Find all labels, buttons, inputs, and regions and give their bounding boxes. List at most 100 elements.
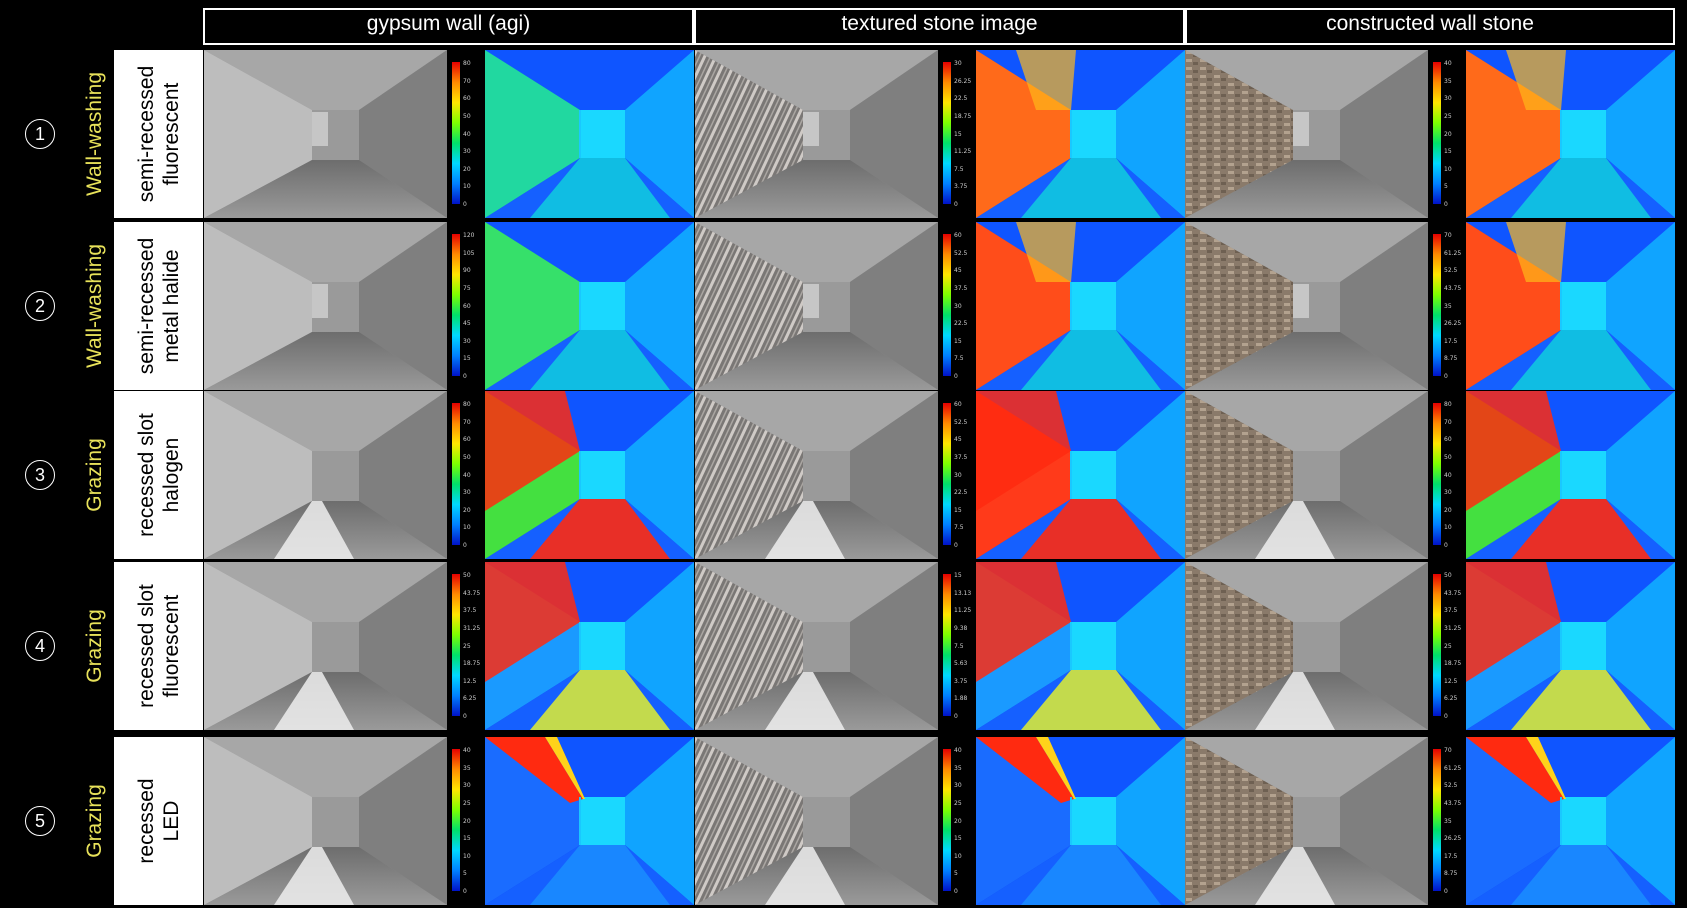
scale-tick-label: 45 [954, 267, 962, 275]
scale-tick-label: 35 [463, 764, 471, 772]
color-scale-gradient [452, 62, 460, 204]
scale-tick-label: 0 [1444, 542, 1448, 549]
scale-tick-label: 15 [954, 506, 962, 514]
scale-tick-label: 10 [1444, 165, 1452, 173]
scale-tick-label: 7.5 [954, 642, 964, 650]
scale-tick-label: 31.25 [1444, 624, 1462, 632]
color-scale-gradient [943, 749, 951, 891]
column-header-label: constructed wall stone [1326, 12, 1534, 35]
column-header-textured-stone: textured stone image [694, 8, 1185, 45]
scale-tick-label: 15 [954, 835, 962, 843]
scale-tick-label: 35 [1444, 77, 1452, 85]
scale-tick-label: 25 [1444, 642, 1452, 650]
color-scale-legend: 70 61.25 52.5 43.75 35 26.25 17.5 8.75 0 [1428, 737, 1466, 905]
scale-tick-label: 17.5 [1444, 852, 1458, 860]
scale-tick-label: 45 [463, 320, 471, 328]
color-scale-legend: 80 70 60 50 40 30 20 10 0 [447, 391, 485, 559]
scale-tick-label: 5.63 [954, 660, 968, 668]
scale-tick-label: 30 [954, 60, 962, 67]
color-scale-gradient [1433, 234, 1441, 376]
column-header-gypsum: gypsum wall (agi) [203, 8, 694, 45]
scale-tick-label: 11.25 [954, 148, 972, 156]
scale-tick-label: 18.75 [463, 660, 481, 668]
scale-tick-label: 12.5 [463, 677, 477, 685]
scale-tick-label: 17.5 [1444, 337, 1458, 345]
strategy-label: Wall-washing [82, 71, 106, 197]
scale-tick-label: 9.38 [954, 624, 968, 632]
color-scale-gradient [943, 574, 951, 716]
color-scale-gradient [452, 403, 460, 545]
scale-tick-label: 37.5 [463, 607, 477, 615]
color-scale-ticks: 60 52.5 45 37.5 30 22.5 15 7.5 0 [954, 401, 976, 549]
scale-tick-label: 15 [954, 130, 962, 138]
scale-tick-label: 15 [463, 835, 471, 843]
image-pair: 40 35 30 25 20 15 10 5 0 [204, 737, 694, 905]
scale-tick-label: 7.5 [954, 355, 964, 363]
color-scale-gradient [452, 234, 460, 376]
color-scale-ticks: 80 70 60 50 40 30 20 10 0 [463, 60, 485, 208]
figure-row: 3 recessed slot halogen Grazing [0, 391, 1687, 559]
scale-tick-label: 31.25 [463, 624, 481, 632]
row-number-badge: 5 [25, 806, 55, 836]
color-scale-legend: 50 43.75 37.5 31.25 25 18.75 12.5 6.25 0 [447, 562, 485, 730]
image-pair: 80 70 60 50 40 30 20 10 0 [1185, 391, 1675, 559]
strategy-label: Grazing [82, 784, 106, 858]
scale-tick-label: 40 [1444, 471, 1452, 479]
image-pair: 30 26.25 22.5 18.75 15 11.25 7.5 3.75 0 [695, 50, 1185, 218]
color-scale-gradient [452, 574, 460, 716]
color-scale-gradient [1433, 574, 1441, 716]
scale-tick-label: 0 [463, 373, 467, 380]
row-label: semi-recessed fluorescent Wall-washing [75, 50, 203, 218]
scale-tick-label: 52.5 [1444, 782, 1458, 790]
fixture-label-box: recessed LED [114, 737, 203, 905]
row-number-badge: 1 [25, 119, 55, 149]
scale-tick-label: 43.75 [1444, 589, 1462, 597]
fixture-label-box: semi-recessed metal halide [114, 222, 203, 390]
row-label: semi-recessed metal halide Wall-washing [75, 222, 203, 390]
scale-tick-label: 60 [1444, 436, 1452, 444]
column-header-constructed-stone: constructed wall stone [1185, 8, 1675, 45]
scale-tick-label: 30 [954, 782, 962, 790]
fixture-line-1: semi-recessed [134, 237, 158, 375]
color-scale-gradient [943, 234, 951, 376]
scale-tick-label: 90 [463, 267, 471, 275]
scale-tick-label: 25 [463, 642, 471, 650]
fixture-label: recessed slot fluorescent [134, 584, 184, 708]
strategy-label: Wall-washing [82, 243, 106, 369]
color-scale-gradient [452, 749, 460, 891]
scale-tick-label: 37.5 [1444, 607, 1458, 615]
scale-tick-label: 25 [463, 799, 471, 807]
scale-tick-label: 18.75 [1444, 660, 1462, 668]
scale-tick-label: 5 [463, 870, 467, 878]
scale-tick-label: 6.25 [463, 695, 477, 703]
scale-tick-label: 11.25 [954, 607, 972, 615]
scale-tick-label: 50 [463, 572, 471, 579]
scale-tick-label: 105 [463, 249, 475, 257]
color-scale-ticks: 60 52.5 45 37.5 30 22.5 15 7.5 0 [954, 232, 976, 380]
scale-tick-label: 7.5 [954, 165, 964, 173]
image-pair: 60 52.5 45 37.5 30 22.5 15 7.5 0 [695, 222, 1185, 390]
row-number: 5 [34, 810, 45, 831]
color-scale-gradient [1433, 403, 1441, 545]
fixture-line-1: recessed [134, 778, 158, 864]
scale-tick-label: 10 [463, 852, 471, 860]
scale-tick-label: 70 [1444, 232, 1452, 239]
scale-tick-label: 40 [954, 747, 962, 754]
scale-tick-label: 15 [1444, 148, 1452, 156]
row-number: 4 [34, 635, 45, 656]
row-number-badge: 3 [25, 460, 55, 490]
scale-tick-label: 26.25 [954, 77, 972, 85]
scale-tick-label: 26.25 [1444, 835, 1462, 843]
color-scale-ticks: 40 35 30 25 20 15 10 5 0 [954, 747, 976, 895]
color-scale-legend: 120 105 90 75 60 45 30 15 0 [447, 222, 485, 390]
color-scale-ticks: 15 13.13 11.25 9.38 7.5 5.63 3.75 1.88 0 [954, 572, 976, 720]
color-scale-gradient [943, 403, 951, 545]
scale-tick-label: 50 [463, 112, 471, 120]
color-scale-ticks: 120 105 90 75 60 45 30 15 0 [463, 232, 485, 380]
scale-tick-label: 60 [954, 401, 962, 408]
scale-tick-label: 80 [1444, 401, 1452, 408]
row-number: 3 [34, 464, 45, 485]
scale-tick-label: 30 [463, 489, 471, 497]
fixture-label: recessed slot halogen [134, 413, 184, 537]
scale-tick-label: 0 [954, 888, 958, 895]
